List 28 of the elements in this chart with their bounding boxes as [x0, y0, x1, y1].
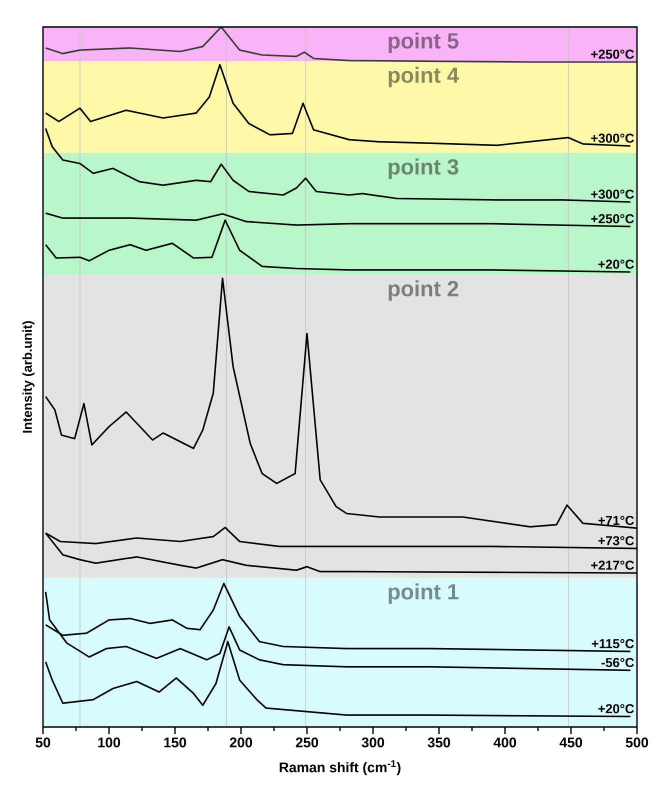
- band-label: point 4: [388, 66, 459, 88]
- x-tick-label: 450: [560, 738, 582, 748]
- band-label: point 3: [388, 158, 458, 179]
- x-tick-label: 300: [362, 738, 384, 748]
- series-label: +115°C: [592, 639, 634, 648]
- band-label: point 1: [388, 583, 458, 604]
- x-tick-label: 350: [428, 738, 450, 748]
- x-tick-label: 200: [230, 738, 252, 748]
- series-label: -56°C: [602, 658, 634, 668]
- x-axis-title: Raman shift (cm$^{-1}$): [280, 760, 400, 776]
- band-label: point 2: [388, 280, 458, 301]
- series-label: +217°C: [591, 560, 634, 570]
- x-tick-label: 400: [494, 738, 516, 748]
- x-tick-label: 50: [36, 738, 50, 748]
- x-tick-label: 100: [98, 738, 120, 748]
- series-label: +300°C: [591, 134, 634, 143]
- series-label: +20°C: [598, 260, 634, 269]
- series-label: +71°C: [598, 516, 634, 525]
- band-label: point 5: [388, 32, 458, 53]
- series-label: +73°C: [598, 536, 634, 546]
- x-tick-label: 250: [296, 738, 318, 748]
- series-label: +20°C: [598, 704, 634, 714]
- series-label: +250°C: [591, 50, 634, 59]
- y-axis-title: Intensity (arb.unit): [22, 321, 34, 433]
- series-label: +250°C: [591, 214, 634, 224]
- x-tick-label: 150: [164, 738, 186, 748]
- series-label: +300°C: [591, 190, 634, 199]
- x-tick-label: 500: [626, 738, 648, 748]
